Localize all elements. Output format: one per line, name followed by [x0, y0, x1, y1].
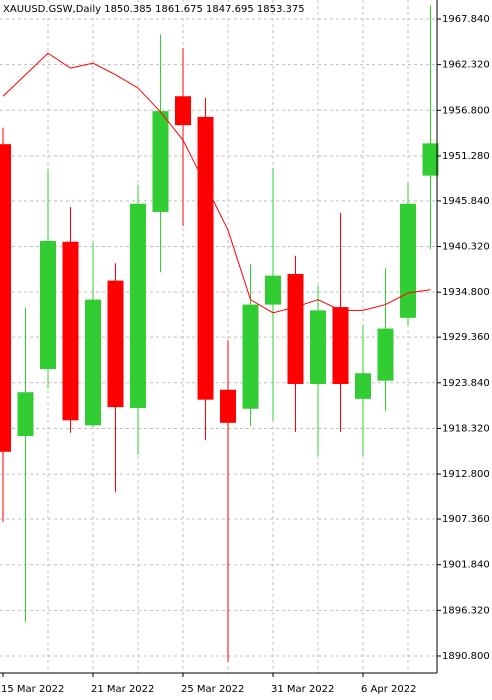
candle-body	[62, 241, 79, 421]
y-tick-label: 1962.320	[442, 60, 490, 71]
candle-body	[400, 203, 416, 318]
y-tick-label: 1896.320	[442, 605, 490, 616]
y-tick-label: 1934.800	[442, 287, 490, 298]
y-tick-label: 1956.800	[442, 105, 490, 116]
y-tick-label: 1918.320	[442, 423, 490, 434]
y-tick-label: 1912.800	[442, 469, 490, 480]
x-tick-label: 31 Mar 2022	[271, 684, 334, 695]
candle-body	[422, 143, 439, 176]
y-tick-label: 1890.800	[442, 651, 490, 662]
candle-body	[152, 111, 169, 212]
candle-body	[0, 144, 11, 452]
candle-body	[220, 389, 236, 423]
candle-body	[175, 96, 191, 126]
candle-body	[310, 310, 326, 384]
y-tick-label: 1929.360	[442, 332, 490, 343]
y-tick-label: 1940.320	[442, 242, 490, 253]
candle-body	[265, 275, 281, 305]
chart-title: XAUUSD.GSW,Daily 1850.385 1861.675 1847.…	[3, 4, 305, 15]
candle-body	[355, 373, 371, 399]
y-tick-label: 1907.360	[442, 514, 490, 525]
y-tick-label: 1901.840	[442, 560, 490, 571]
candle-body	[287, 273, 304, 384]
candle-body	[242, 304, 259, 409]
y-tick-label: 1967.840	[442, 14, 490, 25]
y-tick-label: 1923.840	[442, 378, 490, 389]
candle-body	[107, 280, 124, 408]
y-tick-label: 1951.280	[442, 151, 490, 162]
candle-body	[377, 328, 394, 381]
candle-body	[40, 240, 56, 370]
candle-body	[17, 392, 34, 437]
x-tick-label: 21 Mar 2022	[91, 684, 154, 695]
x-tick-label: 6 Apr 2022	[361, 684, 416, 695]
x-tick-label: 25 Mar 2022	[181, 684, 244, 695]
title-bg	[0, 2, 272, 16]
candle-body	[85, 299, 101, 426]
candle-body	[130, 203, 146, 408]
y-tick-label: 1945.840	[442, 196, 490, 207]
x-tick-label: 15 Mar 2022	[1, 684, 64, 695]
candle-body	[197, 116, 214, 400]
candle-body	[332, 307, 349, 384]
moving-average	[2, 52, 431, 314]
